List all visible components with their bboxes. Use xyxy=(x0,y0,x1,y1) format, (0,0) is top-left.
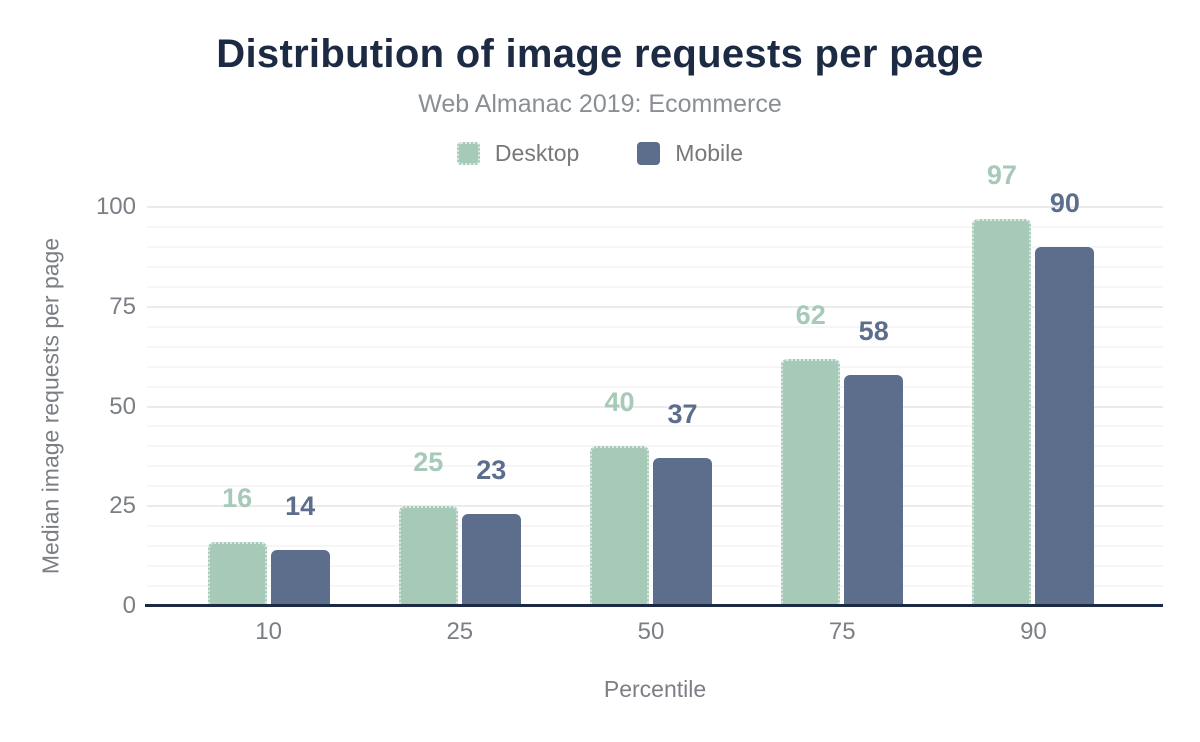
bar-group-p90: 97 90 xyxy=(938,161,1129,607)
y-axis-title: Median image requests per page xyxy=(37,237,64,575)
chart-subtitle: Web Almanac 2019: Ecommerce xyxy=(418,90,782,118)
legend-item-mobile[interactable]: Mobile xyxy=(637,140,743,167)
mobile-bar[interactable]: 23 xyxy=(461,457,521,606)
y-tick-label: 50 xyxy=(109,392,136,420)
x-tick-label: 25 xyxy=(446,618,474,645)
x-axis-ticks: 10 25 50 75 90 xyxy=(173,618,1129,646)
bar-group-p50: 40 37 xyxy=(555,207,746,606)
bar-group-p75: 62 58 xyxy=(747,207,938,607)
y-tick-label: 75 xyxy=(109,292,136,320)
value-label-desktop: 62 xyxy=(795,299,826,330)
desktop-bar[interactable]: 16 xyxy=(207,485,267,606)
desktop-bar[interactable]: 97 xyxy=(972,161,1032,607)
legend-swatch-mobile xyxy=(637,142,661,165)
y-tick-label: 100 xyxy=(95,193,136,220)
value-label-mobile: 23 xyxy=(476,455,507,486)
x-axis-title: Percentile xyxy=(603,676,707,702)
value-label-desktop: 40 xyxy=(604,387,635,418)
legend-swatch-desktop xyxy=(456,142,480,165)
x-tick-label: 90 xyxy=(1020,618,1047,645)
desktop-bar[interactable]: 62 xyxy=(781,301,841,607)
desktop-bar[interactable]: 25 xyxy=(398,449,458,606)
value-label-desktop: 25 xyxy=(413,447,444,478)
x-tick-label: 50 xyxy=(637,618,665,645)
value-label-mobile: 58 xyxy=(858,315,889,346)
value-label-mobile: 37 xyxy=(667,399,698,430)
bar-group-p25: 25 23 xyxy=(364,207,555,606)
mobile-bar[interactable]: 14 xyxy=(270,493,330,606)
x-axis-line xyxy=(145,604,1163,607)
mobile-bar[interactable]: 37 xyxy=(653,401,712,606)
legend-item-desktop[interactable]: Desktop xyxy=(456,140,580,167)
bar-group-p10: 16 14 xyxy=(173,207,364,606)
chart-title: Distribution of image requests per page xyxy=(216,32,984,76)
y-tick-label: 0 xyxy=(122,592,136,619)
value-label-mobile: 90 xyxy=(1049,187,1080,218)
y-tick-label: 25 xyxy=(109,492,136,520)
value-label-mobile: 14 xyxy=(285,491,316,522)
legend-label: Mobile xyxy=(675,140,744,166)
x-tick-label: 75 xyxy=(828,618,856,645)
legend: Desktop Mobile xyxy=(0,140,1200,167)
x-tick-label: 10 xyxy=(255,618,282,645)
mobile-bar[interactable]: 58 xyxy=(844,317,904,606)
mobile-bar[interactable]: 90 xyxy=(1035,189,1095,606)
y-axis-ticks: 0 25 50 75 100 xyxy=(0,195,136,618)
value-label-desktop: 16 xyxy=(222,483,253,514)
desktop-bar[interactable]: 40 xyxy=(590,389,649,606)
value-label-desktop: 97 xyxy=(986,159,1017,190)
bars-layer: 16 14 25 23 40 37 62 58 97 90 xyxy=(173,161,1129,607)
legend-label: Desktop xyxy=(494,140,580,166)
